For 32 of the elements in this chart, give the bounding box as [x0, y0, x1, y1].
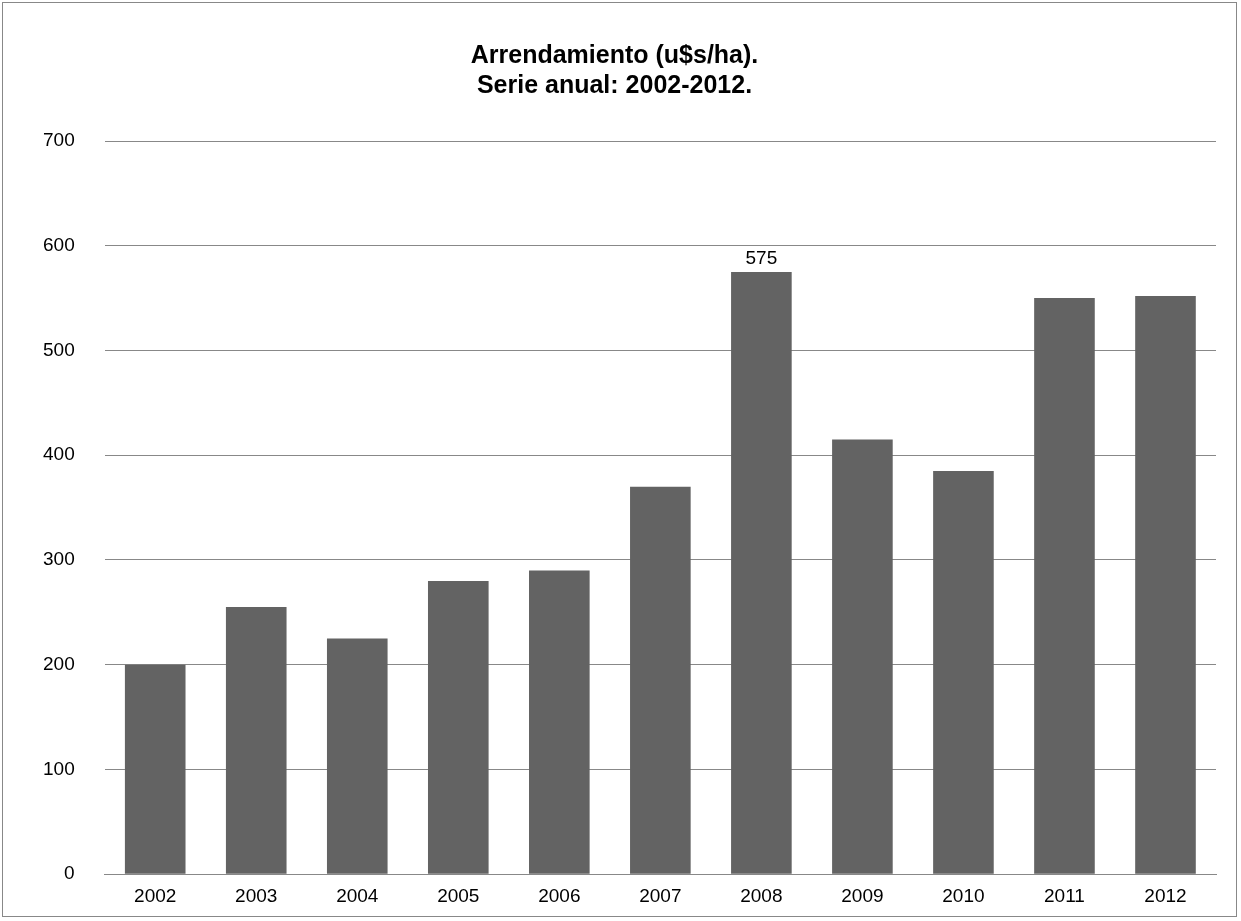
x-tick-label: 2008	[740, 884, 783, 906]
x-tick-label: 2007	[639, 884, 682, 906]
y-tick-label: 500	[43, 338, 75, 360]
bar	[630, 486, 691, 874]
x-tick-label: 2006	[538, 884, 581, 906]
x-tick-label: 2011	[1044, 884, 1085, 906]
bar	[832, 439, 893, 874]
x-tick-label: 2004	[336, 884, 379, 906]
x-tick-label: 2003	[235, 884, 278, 906]
y-tick-label: 100	[43, 757, 75, 779]
bar	[1034, 298, 1095, 874]
bar	[326, 638, 388, 874]
x-tick-label: 2010	[942, 884, 985, 906]
x-tick-label: 2012	[1144, 884, 1187, 906]
bar	[933, 470, 994, 874]
x-tick-label: 2009	[841, 884, 884, 906]
y-tick-label: 200	[43, 652, 75, 674]
bar	[427, 580, 489, 874]
bar	[1135, 296, 1196, 874]
y-tick-label: 700	[43, 129, 75, 151]
y-tick-label: 300	[43, 548, 75, 570]
bar	[731, 271, 792, 874]
x-tick-label: 2002	[134, 884, 177, 906]
bar	[124, 664, 186, 874]
bar	[529, 570, 590, 874]
chart-title: Arrendamiento (u$s/ha). Serie anual: 2002-2012.	[470, 39, 759, 98]
bar	[225, 607, 287, 874]
y-tick-label: 400	[43, 443, 75, 465]
y-tick-label: 0	[64, 862, 75, 884]
data-label: 575	[745, 246, 778, 268]
y-tick-label: 600	[43, 233, 75, 255]
x-tick-label: 2005	[437, 884, 480, 906]
